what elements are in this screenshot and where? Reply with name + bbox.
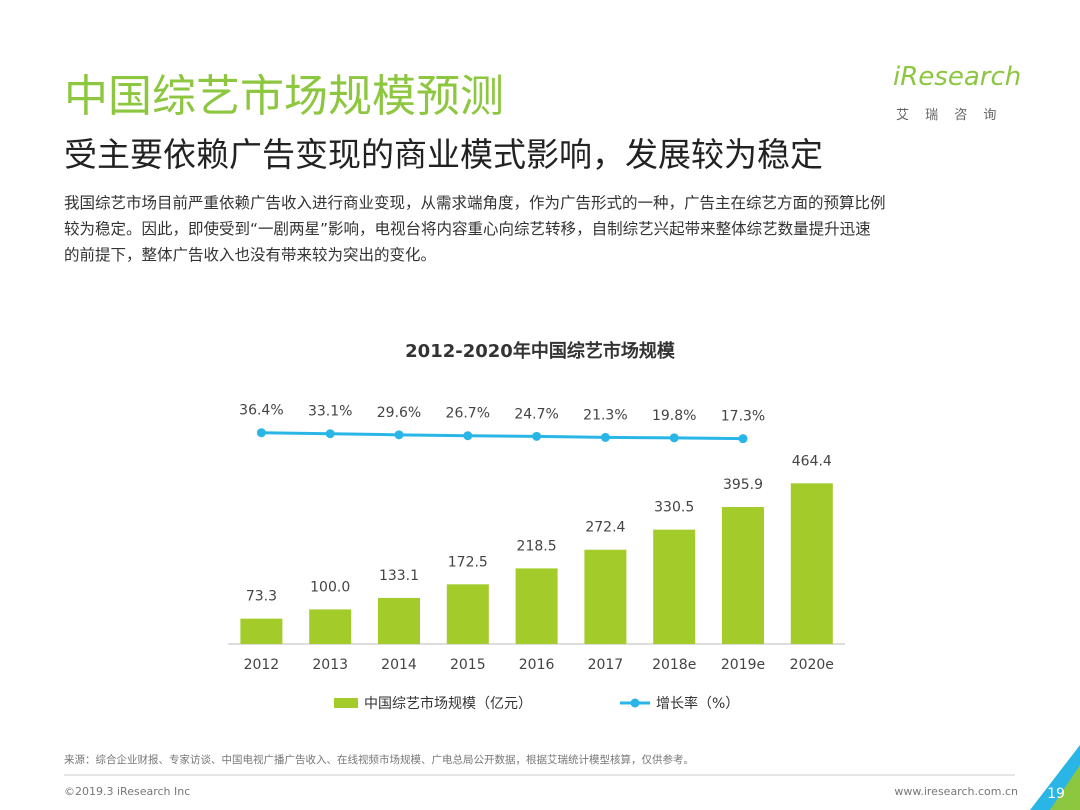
copyright: ©2019.3 iResearch Inc [64,785,190,798]
x-tick-label: 2013 [312,657,348,673]
page-number: 19 [1047,786,1065,802]
chart-title: 2012-2020年中国综艺市场规模 [405,340,676,362]
x-tick-label: 2016 [519,657,555,673]
body-line: 较为稳定。因此，即使受到“一剧两星”影响，电视台将内容重心向综艺转移，自制综艺兴… [64,220,871,238]
x-tick-label: 2014 [381,657,417,673]
bar [722,507,764,644]
data-label: 464.4 [792,453,832,469]
slide-subtitle: 受主要依赖广告变现的商业模式影响，发展较为稳定 [64,135,823,174]
data-label: 73.3 [246,589,277,605]
logo-sub: 艾 瑞 咨 询 [896,108,1003,123]
data-label: 24.7% [514,406,558,422]
logo: iResearch [893,62,1022,92]
bar [378,597,420,644]
bar [309,609,352,644]
bar [790,483,833,644]
url: www.iresearch.com.cn [894,785,1018,798]
x-tick-label: 2015 [450,657,486,673]
data-label: 33.1% [308,404,352,420]
slide-title: 中国综艺市场规模预测 [64,71,504,122]
corner-decoration [1050,765,1080,810]
body-line: 的前提下，整体广告收入也没有带来较为突出的变化。 [64,246,437,264]
growth-point [256,428,266,438]
bar [240,618,283,644]
growth-point [669,433,679,443]
legend-swatch [334,698,358,708]
growth-point [463,431,473,441]
data-label: 26.7% [446,406,490,422]
x-tick-label: 2020e [790,657,834,673]
growth-point [325,429,335,439]
x-tick-label: 2019e [721,657,765,673]
bar [653,529,696,644]
bar [446,584,489,644]
data-label: 21.3% [583,407,627,423]
growth-point [394,430,404,440]
x-tick-label: 2012 [244,657,280,673]
legend-label: 中国综艺市场规模（亿元） [364,695,532,712]
body-text: 我国综艺市场目前严重依赖广告收入进行商业变现，从需求端角度，作为广告形式的一种，… [64,190,886,268]
growth-point [532,431,542,441]
growth-point [600,432,610,442]
data-label: 100.0 [310,579,350,595]
x-tick-label: 2017 [588,657,624,673]
data-label: 133.1 [379,568,419,584]
data-label: 330.5 [654,500,694,516]
data-label: 19.8% [652,408,696,424]
data-label: 36.4% [239,403,283,419]
bar [584,549,627,644]
data-label: 29.6% [377,405,421,421]
legend-swatch [630,698,640,708]
bar [515,568,558,644]
data-label: 17.3% [721,409,765,425]
data-label: 272.4 [585,520,625,536]
source-note: 来源：综合企业财报、专家访谈、中国电视广播广告收入、在线视频市场规模、广电总局公… [64,753,694,766]
data-label: 218.5 [517,538,557,554]
growth-line [261,431,744,441]
data-label: 172.5 [448,554,488,570]
data-label: 395.9 [723,477,763,493]
growth-point [738,434,748,444]
x-tick-label: 2018e [652,657,696,673]
body-line: 我国综艺市场目前严重依赖广告收入进行商业变现，从需求端角度，作为广告形式的一种，… [64,194,886,212]
legend-label: 增长率（%） [656,695,739,712]
